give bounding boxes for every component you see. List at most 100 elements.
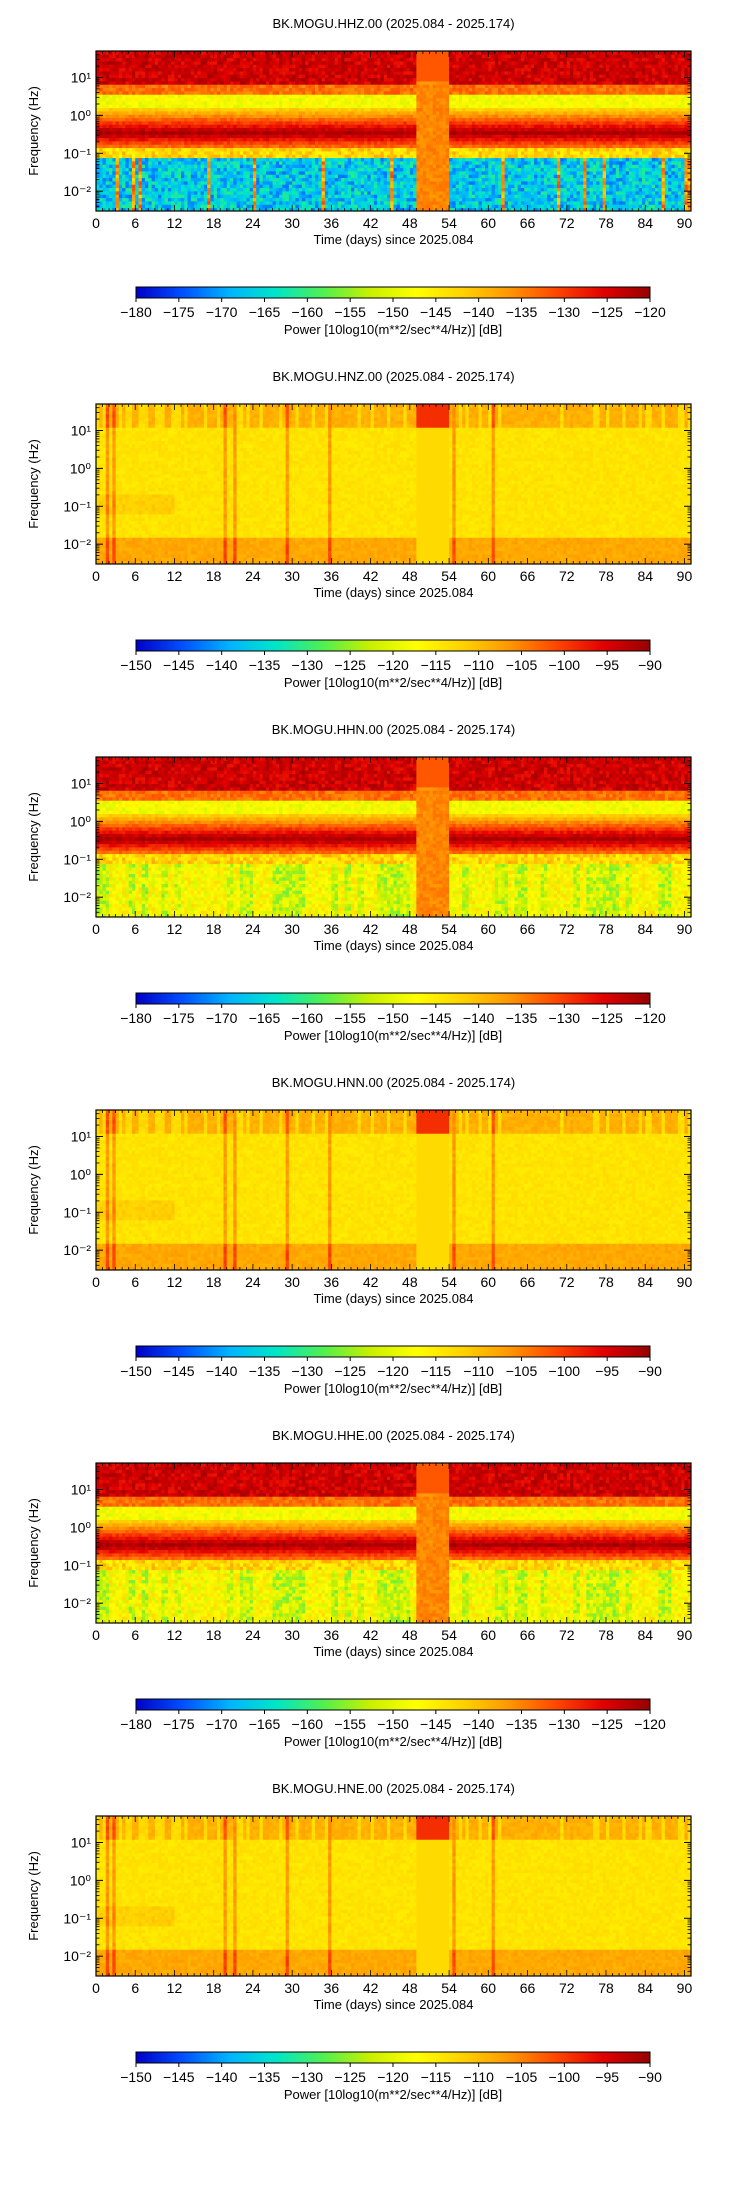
heatmap-cell (243, 164, 247, 168)
heatmap-cell (174, 188, 178, 192)
heatmap-cell (282, 154, 286, 158)
heatmap-cell (194, 158, 198, 162)
heatmap-cell (233, 201, 237, 205)
heatmap-cell (119, 61, 123, 65)
heatmap-cell (210, 108, 214, 112)
heatmap-cell (276, 61, 280, 65)
heatmap-cell (286, 54, 290, 58)
heatmap-cell (155, 141, 159, 145)
heatmap-cell (210, 161, 214, 165)
heatmap-cell (158, 181, 162, 185)
heatmap-cell (132, 121, 136, 125)
heatmap-cell (116, 188, 120, 192)
heatmap-cell (259, 188, 263, 192)
heatmap-cell (201, 78, 205, 82)
heatmap-cell (103, 184, 107, 188)
heatmap-cell (116, 148, 120, 152)
heatmap-cell (155, 184, 159, 188)
heatmap-cell (282, 64, 286, 68)
heatmap-cell (253, 64, 257, 68)
heatmap-cell (129, 78, 133, 82)
heatmap-cell (197, 128, 201, 132)
heatmap-cell (227, 61, 231, 65)
heatmap-cell (246, 104, 250, 108)
heatmap-cell (201, 138, 205, 142)
heatmap-cell (246, 178, 250, 182)
heatmap-cell (112, 54, 116, 58)
heatmap-cell (237, 204, 241, 208)
heatmap-cell (184, 144, 188, 148)
heatmap-cell (99, 118, 103, 122)
heatmap-cell (256, 194, 260, 198)
heatmap-cell (204, 78, 208, 82)
heatmap-cell (292, 144, 296, 148)
heatmap-cell (214, 191, 218, 195)
heatmap-cell (217, 144, 221, 148)
heatmap-cell (197, 61, 201, 65)
heatmap-cell (99, 91, 103, 95)
heatmap-cell (191, 98, 195, 102)
heatmap-cell (168, 58, 172, 62)
heatmap-cell (142, 84, 146, 88)
heatmap-cell (263, 54, 267, 58)
heatmap-cell (99, 181, 103, 185)
heatmap-cell (103, 161, 107, 165)
heatmap-cell (253, 58, 257, 62)
heatmap-cell (161, 144, 165, 148)
heatmap-cell (214, 121, 218, 125)
heatmap-cell (194, 114, 198, 118)
heatmap-cell (194, 131, 198, 135)
heatmap-cell (233, 188, 237, 192)
heatmap-cell (207, 188, 211, 192)
heatmap-cell (181, 91, 185, 95)
heatmap-cell (282, 74, 286, 78)
heatmap-cell (246, 141, 250, 145)
heatmap-cell (99, 121, 103, 125)
heatmap-cell (112, 168, 116, 172)
heatmap-cell (116, 94, 120, 98)
heatmap-cell (204, 71, 208, 75)
heatmap-cell (184, 198, 188, 202)
heatmap-cell (109, 68, 113, 72)
heatmap-cell (243, 158, 247, 162)
heatmap-cell (259, 104, 263, 108)
heatmap-cell (171, 94, 175, 98)
heatmap-cell (237, 141, 241, 145)
heatmap-cell (171, 198, 175, 202)
heatmap-cell (194, 128, 198, 132)
heatmap-cell (289, 104, 293, 108)
heatmap-cell (135, 174, 139, 178)
heatmap-cell (276, 94, 280, 98)
heatmap-cell (116, 164, 120, 168)
heatmap-cell (184, 201, 188, 205)
heatmap-cell (103, 188, 107, 192)
heatmap-cell (227, 81, 231, 85)
heatmap-cell (142, 201, 146, 205)
heatmap-cell (292, 198, 296, 202)
heatmap-cell (122, 91, 126, 95)
heatmap-cell (116, 68, 120, 72)
heatmap-cell (269, 101, 273, 105)
heatmap-cell (145, 138, 149, 142)
heatmap-cell (197, 58, 201, 62)
heatmap-cell (132, 174, 136, 178)
heatmap-cell (174, 141, 178, 145)
heatmap-cell (152, 128, 156, 132)
heatmap-cell (214, 108, 218, 112)
heatmap-cell (145, 58, 149, 62)
heatmap-cell (116, 151, 120, 155)
heatmap-cell (217, 164, 221, 168)
heatmap-cell (230, 184, 234, 188)
heatmap-cell (233, 111, 237, 115)
heatmap-cell (250, 198, 254, 202)
heatmap-cell (155, 81, 159, 85)
heatmap-cell (263, 118, 267, 122)
heatmap-cell (135, 154, 139, 158)
heatmap-cell (250, 68, 254, 72)
heatmap-cell (194, 148, 198, 152)
heatmap-cell (220, 74, 224, 78)
heatmap-cell (99, 104, 103, 108)
heatmap-cell (168, 181, 172, 185)
heatmap-cell (286, 104, 290, 108)
heatmap-cell (227, 178, 231, 182)
